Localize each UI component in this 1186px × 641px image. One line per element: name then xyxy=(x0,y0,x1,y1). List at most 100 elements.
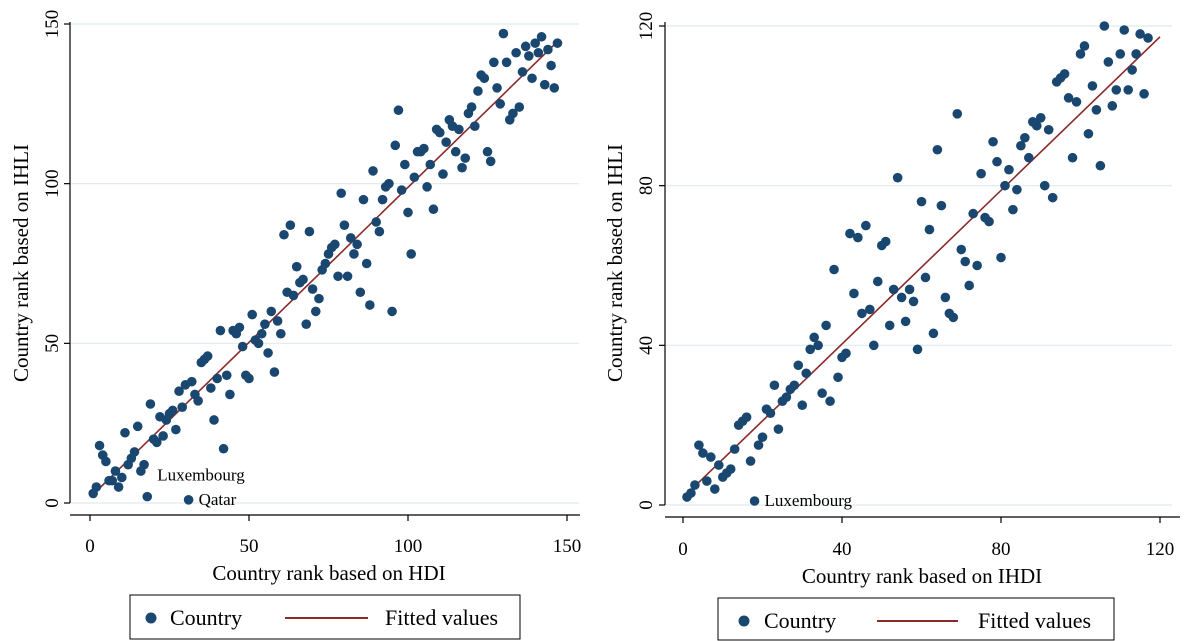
data-point xyxy=(1135,29,1145,39)
data-point xyxy=(330,239,340,250)
data-point xyxy=(1059,69,1070,79)
data-point xyxy=(912,344,923,355)
data-point xyxy=(1071,97,1082,107)
data-point xyxy=(279,229,289,240)
data-point xyxy=(809,332,819,343)
data-point xyxy=(202,351,213,361)
x-tick-label: 80 xyxy=(992,539,1011,560)
x-tick-label: 0 xyxy=(85,536,95,557)
data-point xyxy=(485,156,496,167)
data-point xyxy=(1131,49,1141,59)
data-point xyxy=(530,38,540,48)
fitted-line xyxy=(686,36,1161,495)
data-point xyxy=(361,258,372,269)
data-point xyxy=(916,196,927,207)
data-point xyxy=(841,348,851,359)
data-point xyxy=(304,226,315,237)
legend-fitted-label: Fitted values xyxy=(978,608,1091,633)
data-points xyxy=(682,21,1153,506)
data-point xyxy=(1083,128,1094,139)
chart-left: 0 50 100 150 0 50 100 150 Luxembourg Qatar Coun… xyxy=(9,10,581,640)
data-point xyxy=(964,280,974,291)
legend-point-marker xyxy=(145,612,157,624)
data-point xyxy=(884,320,895,331)
x-tick-label: 120 xyxy=(1146,539,1175,560)
y-tick-label: 40 xyxy=(636,336,657,355)
data-point xyxy=(765,408,776,418)
data-point xyxy=(1031,120,1042,131)
data-point xyxy=(145,399,156,409)
x-ticks: 0 50 100 150 xyxy=(85,515,581,557)
annotations: Luxembourg xyxy=(765,491,853,510)
data-point xyxy=(741,412,752,422)
data-point xyxy=(368,166,378,176)
data-point xyxy=(298,274,308,285)
data-point xyxy=(1063,93,1074,103)
data-point xyxy=(517,67,528,77)
data-point xyxy=(244,373,254,384)
data-point xyxy=(272,316,283,326)
data-point xyxy=(527,73,537,84)
data-point xyxy=(457,162,467,173)
data-point xyxy=(514,102,525,112)
data-point xyxy=(793,360,804,371)
data-point xyxy=(686,488,696,498)
data-point xyxy=(1139,89,1149,99)
data-point xyxy=(355,287,366,298)
data-point xyxy=(928,328,939,339)
data-point xyxy=(129,447,140,457)
data-point xyxy=(1008,204,1018,215)
legend-right: Country Fitted values xyxy=(717,597,1115,641)
data-point xyxy=(469,121,480,131)
data-point xyxy=(543,44,553,55)
data-point xyxy=(206,383,216,393)
legend-country-label: Country xyxy=(170,605,242,630)
data-point xyxy=(1004,164,1014,175)
data-point xyxy=(749,496,760,506)
data-point xyxy=(489,57,499,68)
data-point xyxy=(821,320,831,331)
y-tick-label: 0 xyxy=(636,500,657,510)
legend-point-marker xyxy=(738,615,750,627)
point-annotation: Luxembourg xyxy=(765,491,853,510)
data-point xyxy=(438,169,448,179)
data-point xyxy=(225,389,235,400)
data-point xyxy=(314,293,324,304)
annotations: Luxembourg Qatar xyxy=(157,466,245,509)
data-point xyxy=(285,220,296,230)
data-point xyxy=(409,172,420,183)
data-point xyxy=(403,207,413,218)
data-point xyxy=(1067,152,1078,163)
data-point xyxy=(1143,33,1153,43)
data-point xyxy=(1123,85,1133,95)
data-point xyxy=(1020,132,1030,143)
data-point xyxy=(984,216,994,227)
data-point xyxy=(174,386,184,397)
data-point xyxy=(390,140,401,151)
data-point xyxy=(94,440,105,451)
data-point xyxy=(1024,152,1034,163)
data-point xyxy=(479,73,490,84)
data-point xyxy=(900,316,911,327)
data-point xyxy=(212,373,222,384)
x-axis-label: Country rank based on HDI xyxy=(212,561,445,585)
data-point xyxy=(358,194,369,205)
data-point xyxy=(339,220,350,230)
data-point xyxy=(301,319,312,329)
fitted-line-segment xyxy=(686,36,1161,495)
x-tick-label: 40 xyxy=(833,539,852,560)
data-point xyxy=(968,208,978,219)
data-point xyxy=(400,159,410,170)
data-point xyxy=(374,226,385,237)
data-point xyxy=(428,204,439,215)
data-point xyxy=(342,271,353,282)
data-point xyxy=(753,440,764,450)
data-point xyxy=(845,228,855,239)
data-point xyxy=(498,28,509,39)
data-point xyxy=(1047,192,1058,203)
data-point xyxy=(1075,49,1086,59)
data-point xyxy=(546,60,556,71)
data-point xyxy=(269,367,280,377)
y-axis-label: Country rank based on IHLI xyxy=(603,144,627,382)
